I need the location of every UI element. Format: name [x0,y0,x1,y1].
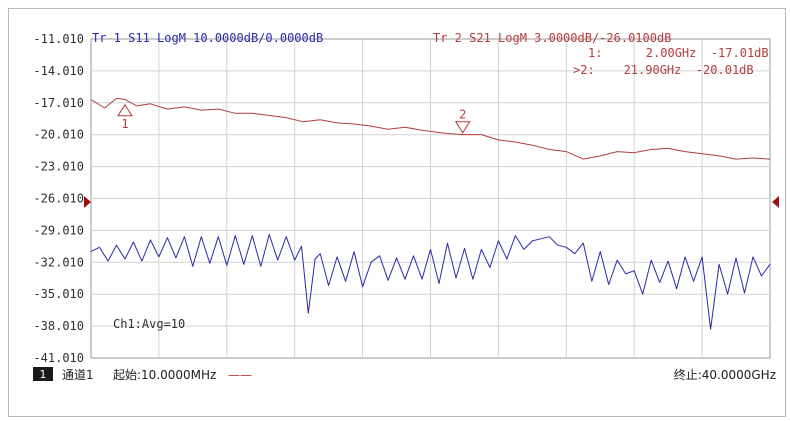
markers: 12 [117,103,471,134]
grid [90,38,771,359]
trace1-label: Tr 1 S11 LogM 10.0000dB/0.0000dB [92,31,323,45]
stop-frequency: 终止:40.0000GHz [674,367,776,382]
chart-frame [8,8,786,417]
marker-1-triangle-icon [117,103,133,117]
channel-number-badge[interactable] [33,367,53,381]
trace-s11-line [90,234,771,330]
marker-1[interactable]: 1 [117,103,133,131]
marker2-readout: >2: 21.90GHz -20.01dB [573,63,754,77]
channel-number: 1 [40,368,47,381]
y-tick-label: -38.010 [33,319,84,333]
traces [90,97,771,330]
y-tick-label: -35.010 [33,287,84,301]
y-tick-label: -14.010 [33,64,84,78]
start-frequency: 起始:10.0000MHz [113,368,216,382]
ref-level-left-indicator-icon [84,196,91,208]
marker-2-triangle-icon [454,121,471,134]
start-frequency-dash: —— [228,368,252,382]
y-tick-label: -20.010 [33,128,84,142]
marker-2[interactable]: 2 [454,108,471,134]
marker1-readout: 1: 2.00GHz -17.01dB [588,46,769,60]
y-tick-label: -26.010 [33,192,84,206]
y-tick-label: -32.010 [33,255,84,269]
y-tick-label: -17.010 [33,96,84,110]
channel-label: 通道1 [62,368,94,382]
trace-s21-line [90,97,771,160]
y-tick-label: -23.010 [33,160,84,174]
average-label: Ch1:Avg=10 [113,317,185,331]
y-tick-label: -11.010 [33,32,84,46]
marker-1-number: 1 [121,117,128,131]
y-tick-label: -41.010 [33,351,84,365]
trace2-label: Tr 2 S21 LogM 3.0000dB/-26.0100dB [433,31,671,45]
y-axis-tick-labels: -11.010 -14.010 -17.010 -20.010 -23.010 -26.0… [33,32,84,365]
ref-level-right-indicator-icon [772,196,779,208]
marker-2-number: 2 [459,108,466,122]
y-tick-label: -29.010 [33,223,84,237]
